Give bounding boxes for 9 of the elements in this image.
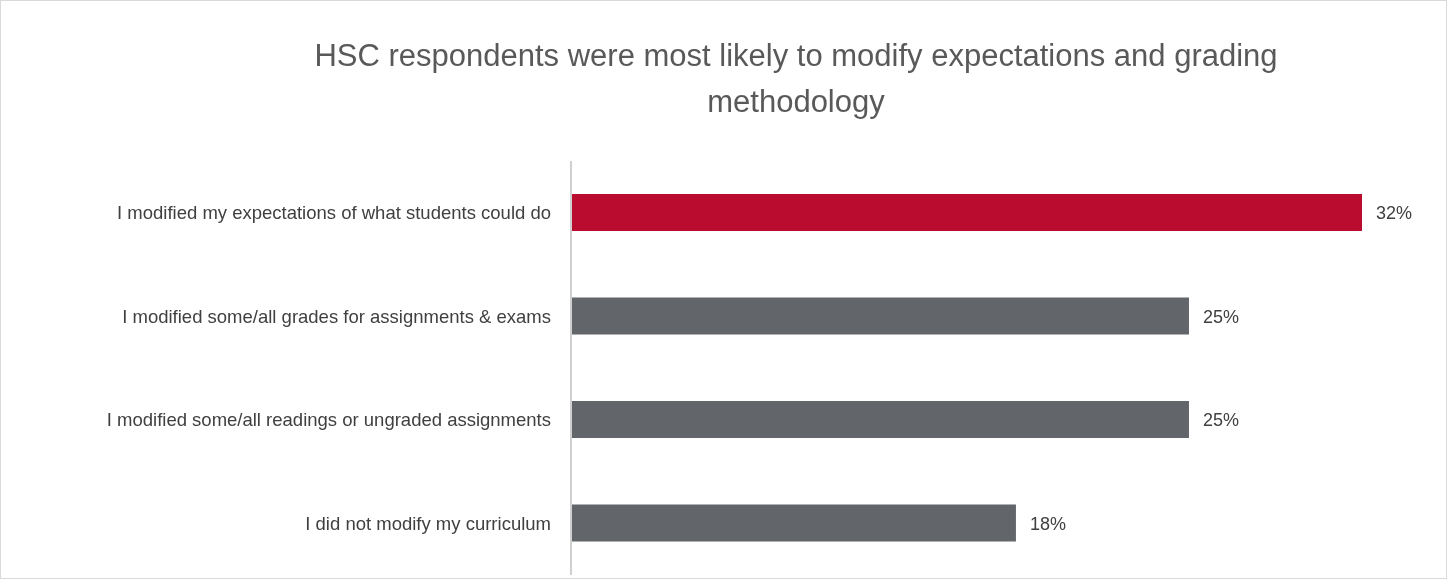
y-tick-label: I modified some/all grades for assignments & exams: [122, 305, 551, 327]
data-label: 18%: [1029, 513, 1066, 534]
y-tick-label: I modified some/all readings or ungraded assignments: [106, 409, 551, 431]
chart-title: HSC respondents were most likely to modify expectations and grading methodology: [313, 37, 1279, 121]
data-label: 25%: [1202, 410, 1239, 431]
y-tick-label: I did not modify my curriculum: [305, 512, 551, 534]
data-label: 25%: [1202, 306, 1239, 327]
y-tick-label: I modified my expectations of what students could do: [117, 202, 551, 224]
data-label: 32%: [1376, 203, 1413, 224]
